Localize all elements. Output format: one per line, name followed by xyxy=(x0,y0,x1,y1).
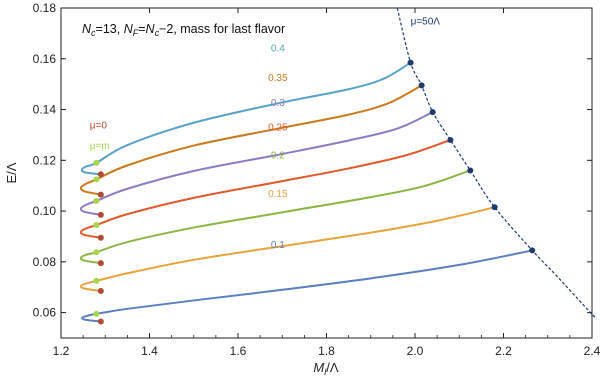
mu-50-marker xyxy=(447,137,454,143)
x-axis-title: Ml/Λ xyxy=(313,360,338,377)
chart-title: Nc=13, NF=Nc−2, mass for last flavor xyxy=(82,22,285,38)
x-tick-label: 1.8 xyxy=(318,344,335,358)
series-label: 0.3 xyxy=(271,98,285,109)
y-axis: 0.06 0.08 0.10 0.12 0.14 0.16 0.18 xyxy=(33,1,592,320)
y-axis-title: E/Λ xyxy=(4,162,19,183)
envelope-label: μ=50Λ xyxy=(411,17,441,28)
x-tick-label: 2.0 xyxy=(407,344,424,358)
series-label: 0.2 xyxy=(271,150,285,161)
series-layer xyxy=(79,61,533,323)
x-tick-label: 1.4 xyxy=(141,344,158,358)
series-line-0.25 xyxy=(79,139,451,239)
x-axis: 1.2 1.4 1.6 1.8 2.0 2.2 2.4 xyxy=(53,8,601,358)
x-tick-label: 2.4 xyxy=(584,344,601,358)
y-tick-label: 0.14 xyxy=(33,103,57,117)
label-layer: 0.1 0.15 0.2 0.25 0.3 0.35 0.4 μ=50Λ μ=0 μ=m xyxy=(90,17,441,251)
series-line-0.3 xyxy=(79,111,434,216)
series-label: 0.4 xyxy=(271,44,285,55)
y-tick-label: 0.12 xyxy=(33,153,57,167)
mu-50-marker xyxy=(491,204,498,211)
mu-m-marker xyxy=(93,159,100,166)
x-tick-label: 1.6 xyxy=(230,344,247,358)
series-label: 0.25 xyxy=(268,122,288,133)
y-tick-label: 0.10 xyxy=(33,204,57,218)
mu-50-marker xyxy=(529,247,536,254)
series-line-0.2 xyxy=(79,169,471,265)
y-tick-label: 0.06 xyxy=(33,306,57,320)
mu-m-marker xyxy=(93,310,100,317)
mu-zero-marker xyxy=(97,191,104,198)
y-tick-label: 0.08 xyxy=(33,255,57,269)
y-tick-label: 0.18 xyxy=(33,1,57,15)
series-line-0.35 xyxy=(79,84,423,196)
mu-50-marker xyxy=(407,59,414,66)
mu-m-marker xyxy=(93,197,100,204)
envelope-layer xyxy=(396,7,597,320)
mu-zero-marker xyxy=(97,260,104,267)
series-label: 0.1 xyxy=(271,240,285,251)
mu-50-marker xyxy=(467,167,474,174)
mu-50-envelope xyxy=(396,7,597,320)
series-label: 0.35 xyxy=(268,73,288,84)
y-tick-label: 0.16 xyxy=(33,52,57,66)
mu-50-marker xyxy=(418,82,425,89)
mu-m-marker xyxy=(93,176,100,183)
series-line-0.4 xyxy=(80,61,412,176)
mu-m-marker xyxy=(93,249,100,256)
mu-m-marker xyxy=(93,222,100,229)
mu-50-marker xyxy=(429,109,436,116)
x-tick-label: 2.2 xyxy=(495,344,512,358)
mu-zero-marker xyxy=(97,288,104,295)
mu-zero-marker xyxy=(97,234,104,241)
series-label: 0.15 xyxy=(268,189,288,200)
mu-m-marker xyxy=(93,277,100,284)
mu-zero-marker xyxy=(97,318,104,325)
mu-zero-marker xyxy=(97,211,104,218)
series-line-0.1 xyxy=(81,249,533,323)
mu-zero-marker xyxy=(97,171,104,178)
legend-annotation: μ=0 xyxy=(90,121,108,132)
marker-layer xyxy=(93,59,536,325)
x-tick-label: 1.2 xyxy=(53,344,70,358)
series-line-0.15 xyxy=(79,206,495,293)
legend-annotation: μ=m xyxy=(90,141,110,152)
